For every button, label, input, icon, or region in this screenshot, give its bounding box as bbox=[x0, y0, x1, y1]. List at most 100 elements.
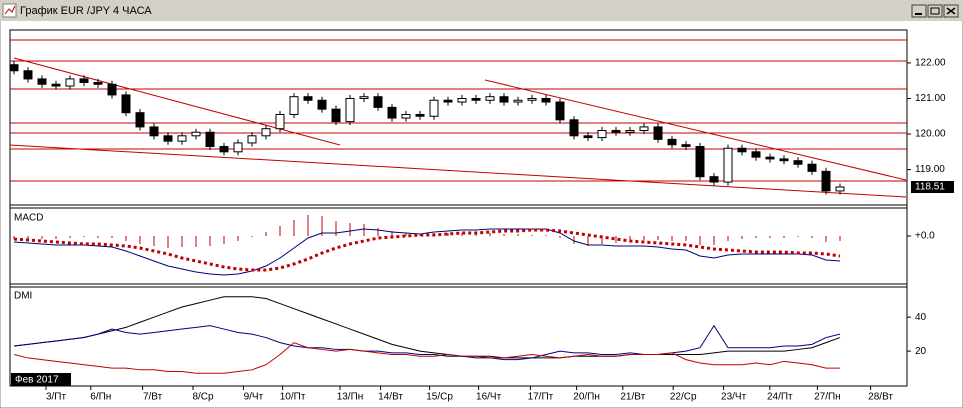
candle-body bbox=[317, 99, 327, 110]
period-badge bbox=[11, 373, 71, 386]
candle-body bbox=[303, 96, 313, 101]
panel-title: MACD bbox=[14, 213, 43, 224]
candle-body bbox=[345, 97, 355, 123]
candle-body bbox=[597, 129, 607, 139]
trend-line bbox=[484, 79, 907, 181]
candle-body bbox=[555, 101, 565, 121]
close-icon bbox=[946, 7, 956, 15]
candle-body bbox=[233, 142, 243, 153]
candle-body bbox=[443, 99, 453, 103]
candle-body bbox=[149, 126, 159, 137]
x-tick-label: 21/Вт bbox=[620, 392, 645, 403]
candle-body bbox=[219, 145, 229, 153]
minimize-button[interactable] bbox=[911, 4, 927, 18]
candle-body bbox=[275, 113, 285, 130]
candle-body bbox=[541, 97, 551, 103]
y-tick-label: 121.00 bbox=[915, 93, 946, 104]
candle-body bbox=[709, 176, 719, 183]
candle-body bbox=[331, 108, 341, 123]
x-tick-label: 6/Пн bbox=[90, 392, 111, 403]
candle-body bbox=[667, 138, 677, 146]
candle-body bbox=[653, 126, 663, 140]
candle-body bbox=[821, 170, 831, 192]
candle-body bbox=[569, 119, 579, 137]
candle-body bbox=[681, 144, 691, 147]
y-tick-label: 119.00 bbox=[915, 164, 945, 175]
x-tick-label: 24/Пт bbox=[767, 392, 793, 403]
candle-body bbox=[625, 129, 635, 133]
candle-body bbox=[499, 96, 509, 103]
series-line bbox=[13, 342, 840, 374]
candle-body bbox=[177, 135, 187, 142]
y-tick-label: 122.00 bbox=[915, 58, 946, 69]
x-tick-label: 16/Чт bbox=[476, 392, 502, 403]
candle-body bbox=[429, 99, 439, 117]
window-icon-line bbox=[4, 5, 16, 15]
candle-body bbox=[639, 126, 649, 131]
window-icon bbox=[2, 3, 17, 18]
candle-body bbox=[737, 147, 747, 153]
maximize-button[interactable] bbox=[927, 4, 943, 18]
x-tick-label: 9/Чт bbox=[244, 392, 264, 403]
candle-body bbox=[751, 151, 761, 158]
x-tick-label: 27/Пн bbox=[814, 392, 841, 403]
x-tick-label: 28/Вт bbox=[868, 392, 893, 403]
x-tick-label: 7/Вт bbox=[143, 392, 163, 403]
series-line bbox=[13, 228, 841, 272]
candle-body bbox=[107, 83, 117, 96]
x-tick-label: 8/Ср bbox=[192, 392, 214, 403]
x-tick-label: 23/Чт bbox=[721, 392, 747, 403]
series-line bbox=[13, 228, 841, 276]
candle-body bbox=[135, 112, 145, 128]
candle-body bbox=[835, 186, 845, 192]
x-tick-label: 3/Пт bbox=[46, 392, 67, 403]
candle-body bbox=[79, 78, 89, 83]
candle-body bbox=[65, 78, 75, 87]
series-line bbox=[13, 324, 841, 361]
y-tick-label: 120.00 bbox=[915, 129, 946, 140]
level-lines bbox=[9, 39, 907, 198]
candle-body bbox=[471, 97, 481, 101]
title-bar bbox=[0, 0, 963, 21]
candle-body bbox=[93, 81, 103, 85]
candle-body bbox=[9, 64, 19, 72]
candle-body bbox=[359, 96, 369, 99]
series-line bbox=[13, 296, 841, 359]
candle-body bbox=[387, 106, 397, 119]
candle-body bbox=[457, 97, 467, 103]
candle-body bbox=[191, 131, 201, 137]
candle-body bbox=[583, 135, 593, 139]
price-badge bbox=[911, 181, 954, 194]
candle-body bbox=[37, 78, 47, 85]
y-tick-label: 40 bbox=[915, 312, 927, 323]
candle-body bbox=[415, 113, 425, 117]
last-price: 118.51 bbox=[915, 182, 945, 193]
x-tick-label: 10/Пт bbox=[280, 392, 306, 403]
x-tick-label: 13/Пн bbox=[337, 392, 364, 403]
candle-body bbox=[513, 99, 523, 103]
x-tick-label: 20/Пн bbox=[573, 392, 600, 403]
period-label: Фев 2017 bbox=[15, 375, 59, 386]
trend-line bbox=[9, 144, 907, 198]
candle-body bbox=[289, 96, 299, 115]
x-tick-label: 15/Ср bbox=[426, 392, 453, 403]
candle-body bbox=[247, 135, 257, 144]
candle-body bbox=[527, 97, 537, 101]
candle-body bbox=[695, 145, 705, 178]
candle-body bbox=[163, 135, 173, 142]
x-tick-label: 17/Пт bbox=[528, 392, 554, 403]
candle-body bbox=[723, 147, 733, 183]
candle-body bbox=[121, 94, 131, 114]
candle-body bbox=[807, 163, 817, 172]
candle-body bbox=[205, 131, 215, 147]
y-tick-label: 20 bbox=[915, 346, 927, 357]
candle-body bbox=[23, 70, 33, 80]
data-layer: 122.00 121.00 120.00 119.00 118.51 MACD +0.0 DM… bbox=[9, 58, 954, 403]
panel-title: DMI bbox=[14, 291, 32, 302]
candle-body bbox=[611, 129, 621, 133]
candle-body bbox=[51, 83, 61, 87]
candle-body bbox=[373, 96, 383, 108]
window-title: График EUR /JPY 4 ЧАСА bbox=[20, 5, 152, 17]
trend-line bbox=[13, 57, 341, 146]
